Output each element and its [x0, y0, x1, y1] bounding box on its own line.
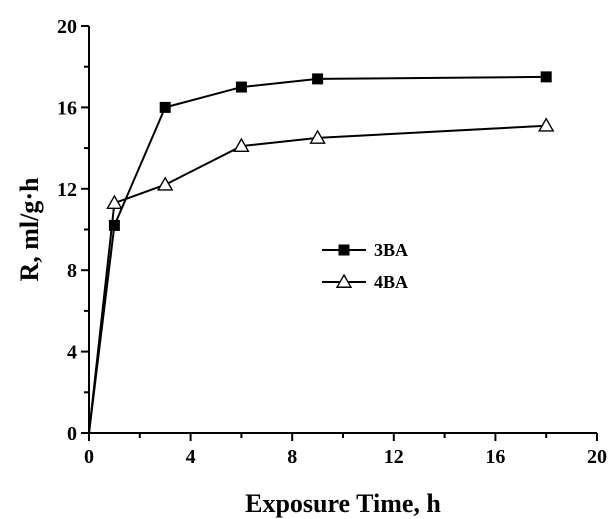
tick-labels: 0 4 8 12 16 20 0 4 8 12 16 20	[57, 16, 607, 468]
x-tick-label: 8	[287, 446, 297, 468]
y-tick-label: 0	[67, 423, 77, 445]
legend: 3BA 4BA	[322, 240, 408, 292]
x-tick-label: 20	[587, 446, 607, 468]
plot-axes	[81, 25, 598, 441]
y-tick-label: 16	[57, 97, 77, 119]
y-tick-label: 8	[67, 260, 77, 282]
data-point-3BA	[312, 73, 324, 85]
series-3BA	[88, 71, 552, 434]
series-line-4BA	[88, 124, 547, 434]
legend-label: 4BA	[374, 272, 408, 292]
legend-label: 3BA	[374, 240, 408, 260]
data-point-4BA	[106, 194, 123, 209]
y-tick-label: 4	[67, 342, 77, 364]
data-point-4BA	[233, 137, 250, 153]
series-4BA	[88, 117, 555, 434]
data-point-3BA	[108, 219, 120, 231]
x-axis-title: Exposure Time, h	[245, 489, 441, 518]
legend-item-4BA: 4BA	[322, 272, 408, 292]
x-tick-label: 0	[84, 446, 94, 468]
data-point-4BA	[309, 129, 326, 144]
series-layer	[88, 71, 555, 434]
x-tick-label: 16	[485, 446, 505, 468]
data-point-4BA	[537, 117, 555, 132]
legend-marker	[335, 273, 353, 288]
y-tick-label: 20	[57, 16, 77, 38]
data-point-3BA	[159, 101, 171, 113]
x-tick-label: 12	[384, 446, 404, 468]
legend-item-3BA: 3BA	[322, 240, 408, 260]
y-tick-label: 12	[57, 179, 77, 201]
series-line-3BA	[88, 75, 547, 434]
data-point-3BA	[235, 81, 247, 93]
legend-marker	[338, 244, 350, 256]
data-point-4BA	[156, 176, 174, 191]
y-axis-title: R, ml/g·h	[15, 177, 44, 282]
x-tick-label: 4	[186, 446, 196, 468]
data-point-3BA	[540, 71, 552, 83]
